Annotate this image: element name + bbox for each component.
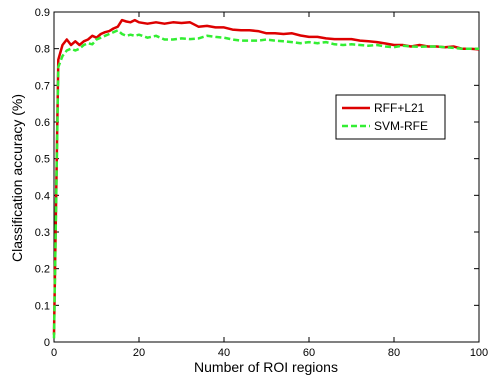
legend: RFF+L21 SVM-RFE <box>335 94 446 140</box>
y-tick-label: 0.8 <box>35 44 50 56</box>
legend-entry: SVM-RFE <box>374 119 428 133</box>
plot-area <box>53 11 480 343</box>
y-tick-label: 0.3 <box>35 227 50 239</box>
x-tick-label: 60 <box>303 347 315 359</box>
y-axis-label: Classification accuracy (%) <box>9 94 25 262</box>
y-tick-label: 0.1 <box>35 300 50 312</box>
legend-box <box>335 94 446 140</box>
x-tick-label: 0 <box>51 347 57 359</box>
series-line-rff-l21 <box>52 18 480 335</box>
axis-ticks: 0 20 40 60 80 100 0 0.1 0.2 0.3 0.4 0.5 0.6 0.7 0.8 0.9 <box>35 7 488 359</box>
y-tick-label: 0.6 <box>35 117 50 129</box>
y-tick-label: 0.2 <box>35 264 50 276</box>
series-line-svm-rfe <box>52 29 479 339</box>
x-tick-label: 40 <box>218 347 230 359</box>
y-tick-label: 0.4 <box>35 190 50 202</box>
x-tick-label: 100 <box>470 347 488 359</box>
x-axis-label: Number of ROI regions <box>194 359 338 375</box>
y-tick-label: 0 <box>44 337 50 349</box>
y-tick-label: 0.5 <box>35 154 50 166</box>
x-tick-label: 20 <box>133 347 145 359</box>
legend-entry: RFF+L21 <box>374 101 425 115</box>
series-lines <box>52 18 480 339</box>
plot-border <box>53 11 480 343</box>
y-tick-label: 0.7 <box>35 80 50 92</box>
y-tick-label: 0.9 <box>35 7 50 19</box>
x-tick-label: 80 <box>388 347 400 359</box>
